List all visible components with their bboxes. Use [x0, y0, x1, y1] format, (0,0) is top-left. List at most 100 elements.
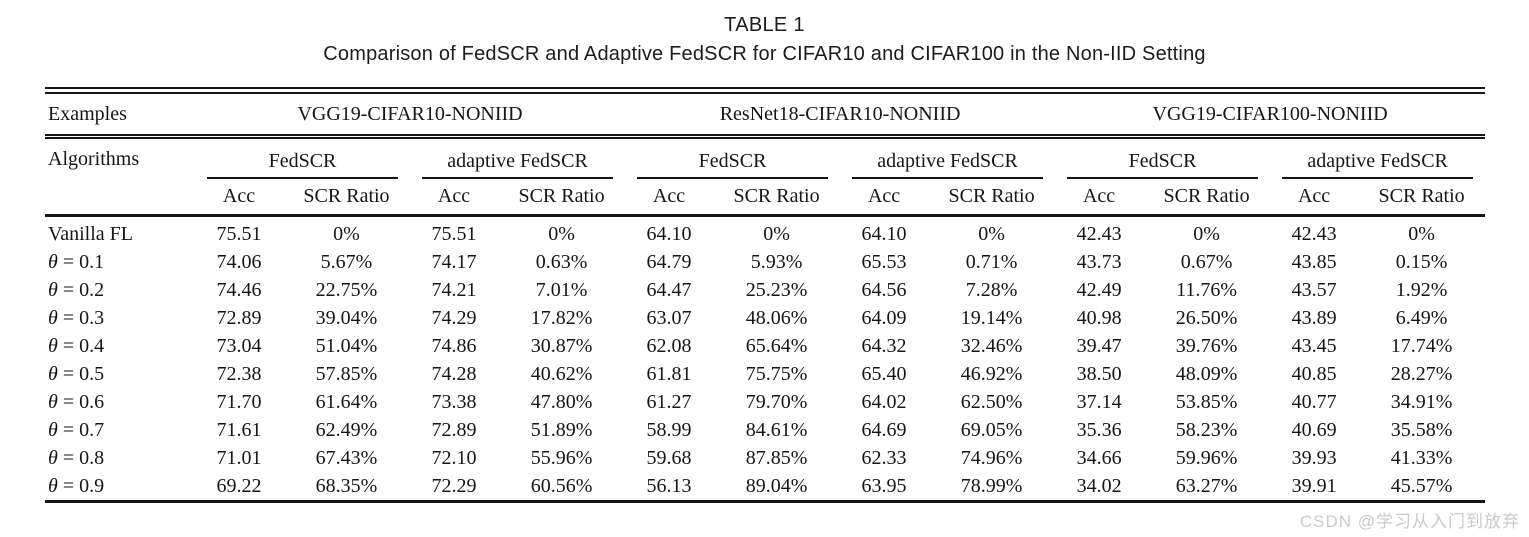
acc-value: 69.22: [195, 472, 283, 503]
scr-ratio-column-header: SCR Ratio: [498, 179, 626, 217]
acc-column-header: Acc: [195, 179, 283, 217]
acc-value: 56.13: [625, 472, 714, 503]
acc-value: 61.27: [646, 390, 692, 413]
row-label: θ = 0.5: [48, 362, 105, 385]
table-row: θ = 0.8 71.01 67.43% 72.10 55.96% 59.68 87.85%…: [45, 444, 1485, 472]
acc-value: 62.33: [861, 446, 907, 469]
scr-ratio-value: 41.33%: [1390, 446, 1453, 469]
acc-value: 74.21: [431, 278, 477, 301]
scr-ratio-value: 0%: [978, 222, 1005, 245]
acc-value: 42.43: [1076, 222, 1122, 245]
scr-ratio-value: 69.05%: [960, 418, 1023, 441]
acc-value: 72.29: [410, 472, 498, 503]
examples-header-row: Examples VGG19-CIFAR10-NONIID ResNet18-C…: [45, 87, 1486, 139]
method-header-label: FedSCR: [207, 150, 398, 179]
acc-column-header: Acc: [1270, 179, 1359, 217]
acc-value: 63.95: [840, 472, 929, 503]
acc-value: 73.38: [431, 390, 477, 413]
acc-column-header: Acc: [410, 179, 498, 217]
acc-value: 65.53: [861, 250, 907, 273]
scr-ratio-value: 0%: [1408, 222, 1435, 245]
scr-ratio-column-header: SCR Ratio: [283, 179, 410, 217]
scr-ratio-value: 62.50%: [960, 390, 1023, 413]
scr-ratio-column-header: SCR Ratio: [713, 179, 841, 217]
scr-ratio-value: 5.67%: [320, 250, 373, 273]
scr-ratio-value: 63.27%: [1143, 472, 1271, 503]
scr-ratio-value: 5.93%: [750, 250, 803, 273]
acc-value: 64.02: [861, 390, 907, 413]
scr-ratio-value: 17.82%: [530, 306, 593, 329]
scr-ratio-value: 61.64%: [315, 390, 378, 413]
scr-ratio-value: 65.64%: [745, 334, 808, 357]
acc-value: 74.46: [216, 278, 262, 301]
scr-ratio-value: 0%: [763, 222, 790, 245]
acc-value: 43.73: [1076, 250, 1122, 273]
acc-value: 74.06: [216, 250, 262, 273]
scr-ratio-value: 6.49%: [1395, 306, 1448, 329]
row-label: θ = 0.1: [48, 250, 105, 273]
acc-value: 43.89: [1291, 306, 1337, 329]
acc-value: 74.86: [431, 334, 477, 357]
scr-ratio-value: 34.91%: [1390, 390, 1453, 413]
acc-value: 62.08: [646, 334, 692, 357]
acc-value: 64.10: [861, 222, 907, 245]
table-row: Vanilla FL 75.51 0% 75.51 0% 64.10 0% 64.10 0% 42…: [45, 216, 1485, 249]
table-row: θ = 0.1 74.06 5.67% 74.17 0.63% 64.79 5.93% 65.…: [45, 248, 1485, 276]
acc-value: 64.32: [861, 334, 907, 357]
scr-ratio-value: 35.58%: [1390, 418, 1453, 441]
acc-value: 71.70: [216, 390, 262, 413]
scr-ratio-value: 60.56%: [498, 472, 626, 503]
acc-value: 74.17: [431, 250, 477, 273]
scr-ratio-value: 0.63%: [535, 250, 588, 273]
method-header-fedscr-1: FedSCR: [195, 137, 410, 179]
examples-label: Examples: [45, 87, 195, 139]
scr-ratio-column-header: SCR Ratio: [1358, 179, 1486, 217]
acc-value: 74.29: [431, 306, 477, 329]
acc-value: 35.36: [1076, 418, 1122, 441]
acc-value: 38.50: [1076, 362, 1122, 385]
acc-value: 64.56: [861, 278, 907, 301]
scr-ratio-value: 79.70%: [745, 390, 808, 413]
table-row: θ = 0.9 69.22 68.35% 72.29 60.56% 56.13 89.04%…: [45, 472, 1486, 503]
scr-ratio-value: 51.04%: [315, 334, 378, 357]
scr-ratio-column-header: SCR Ratio: [928, 179, 1056, 217]
method-header-fedscr-3: FedSCR: [1055, 137, 1270, 179]
metrics-header-row: Acc SCR Ratio Acc SCR Ratio Acc SCR Ratio Acc S…: [45, 179, 1486, 217]
scr-ratio-value: 11.76%: [1176, 278, 1238, 301]
acc-value: 40.77: [1291, 390, 1337, 413]
acc-value: 75.51: [216, 222, 262, 245]
row-label: θ = 0.8: [48, 446, 105, 469]
method-header-adaptive-3: adaptive FedSCR: [1270, 137, 1485, 179]
scr-ratio-value: 19.14%: [960, 306, 1023, 329]
row-label: θ = 0.6: [48, 390, 105, 413]
method-header-label: FedSCR: [1067, 150, 1259, 179]
acc-value: 40.85: [1291, 362, 1337, 385]
acc-value: 58.99: [646, 418, 692, 441]
acc-value: 75.51: [431, 222, 477, 245]
acc-value: 64.10: [646, 222, 692, 245]
acc-value: 64.09: [861, 306, 907, 329]
scr-ratio-value: 0%: [1193, 222, 1220, 245]
acc-value: 39.91: [1270, 472, 1359, 503]
table-row: θ = 0.6 71.70 61.64% 73.38 47.80% 61.27 79.70%…: [45, 388, 1485, 416]
method-header-label: FedSCR: [637, 150, 829, 179]
scr-ratio-value: 0%: [548, 222, 575, 245]
scr-ratio-value: 68.35%: [283, 472, 410, 503]
scr-ratio-value: 53.85%: [1175, 390, 1238, 413]
row-label: Vanilla FL: [48, 222, 133, 245]
scr-ratio-value: 0.67%: [1180, 250, 1233, 273]
acc-value: 72.89: [216, 306, 262, 329]
scr-ratio-value: 7.01%: [535, 278, 588, 301]
acc-value: 72.89: [431, 418, 477, 441]
csdn-watermark: CSDN @学习从入门到放弃: [1299, 512, 1520, 531]
scr-ratio-value: 22.75%: [315, 278, 378, 301]
acc-value: 42.49: [1076, 278, 1122, 301]
scr-ratio-value: 62.49%: [315, 418, 378, 441]
example-group-vgg19-cifar100: VGG19-CIFAR100-NONIID: [1055, 87, 1486, 139]
scr-ratio-value: 1.92%: [1395, 278, 1448, 301]
acc-value: 40.98: [1076, 306, 1122, 329]
results-table: Examples VGG19-CIFAR10-NONIID ResNet18-C…: [45, 87, 1486, 503]
scr-ratio-column-header: SCR Ratio: [1143, 179, 1271, 217]
row-label: θ = 0.3: [48, 306, 105, 329]
row-label: θ = 0.2: [48, 278, 105, 301]
